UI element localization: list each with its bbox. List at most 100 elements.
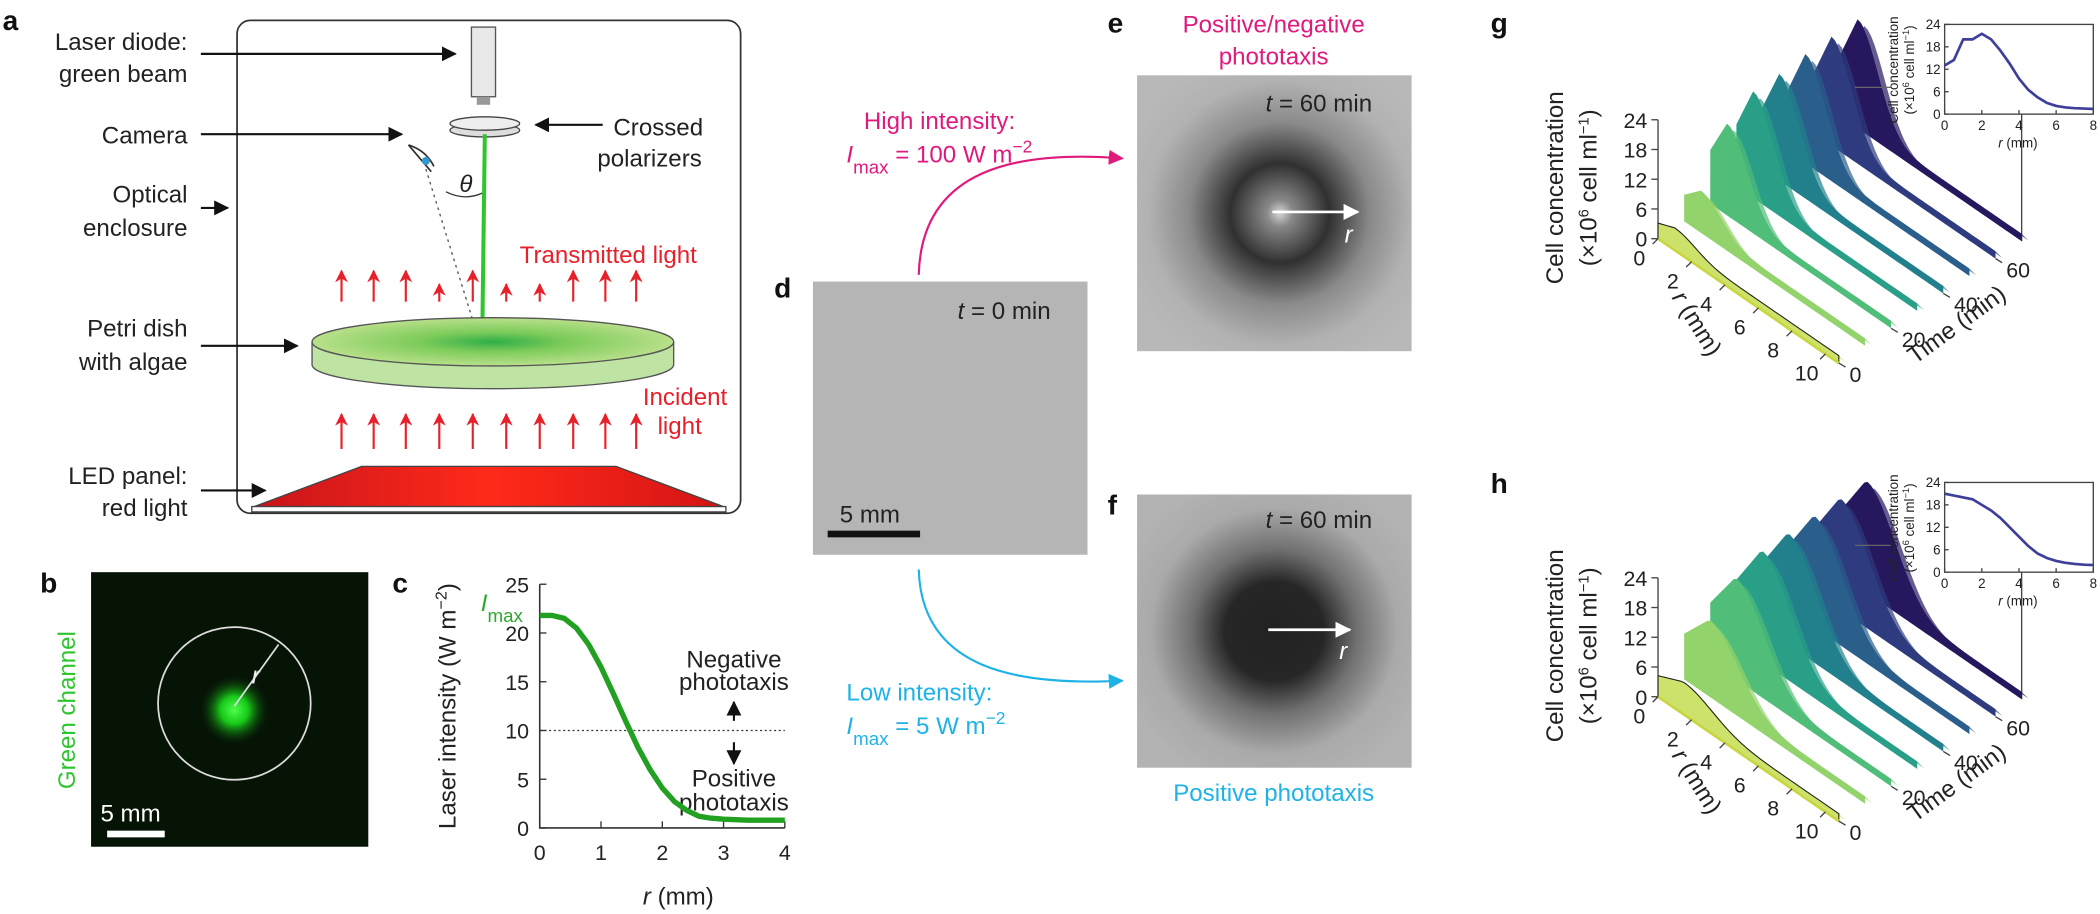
green-beam <box>480 134 487 346</box>
unit-part: cell ml <box>1575 592 1602 667</box>
z-axis-label: Cell concentration <box>1542 91 1569 284</box>
panel-label: f <box>1108 490 1118 521</box>
arrow <box>917 149 1124 275</box>
unit-part: cell ml <box>1902 40 1917 82</box>
scale-label: 5 mm <box>100 800 160 827</box>
inset-curve <box>1944 492 2094 567</box>
ribbon <box>1840 481 2022 700</box>
unit-part: ) <box>1902 25 1917 29</box>
inset-y-tick-label: 24 <box>1926 475 1941 490</box>
x-tick-label: 0 <box>534 841 546 865</box>
panel-label: e <box>1108 7 1124 38</box>
inset-y-label: Cell concentration <box>1886 16 1901 123</box>
label: with algae <box>78 349 188 376</box>
unit-part: 6 <box>1576 667 1592 675</box>
r-tick <box>1685 261 1692 268</box>
inset-curve <box>1943 32 2094 111</box>
t-tick-label: 0 <box>1850 821 1862 845</box>
tspan: −2 <box>986 708 1006 728</box>
circle <box>157 626 312 781</box>
tspan: I <box>846 713 853 740</box>
inset-x-tick-label: 8 <box>2090 118 2097 133</box>
r-tick-label: 2 <box>1667 270 1679 294</box>
z-axis-label: Cell concentration <box>1542 549 1569 742</box>
r-tick-label: 10 <box>1795 820 1819 844</box>
r-tick <box>1685 719 1692 726</box>
r-tick-label: 0 <box>1633 246 1645 270</box>
dish-top <box>311 317 675 367</box>
led-base <box>251 505 727 513</box>
t-tick <box>1995 258 2003 264</box>
r-tick-label: 0 <box>1633 705 1645 729</box>
label: red light <box>102 495 188 522</box>
r-var: r <box>1998 594 2003 609</box>
image <box>812 281 1088 555</box>
time-label: t = 60 min <box>1266 90 1372 117</box>
tspan: Laser intensity (W m <box>434 609 461 829</box>
z-tick-label: 18 <box>1624 597 1648 621</box>
t-tick-label: 20 <box>1902 786 1926 810</box>
unit-part: 6 <box>1576 209 1592 217</box>
tspan: −2 <box>432 591 450 609</box>
y-tick-label: 5 <box>517 768 529 792</box>
scale-label: 5 mm <box>840 502 900 529</box>
tspan: t <box>1266 507 1274 534</box>
label: Transmitted light <box>520 242 698 269</box>
unit-part: 6 <box>1901 82 1911 87</box>
ribbon <box>1814 499 1996 717</box>
condition-label: Low intensity: <box>846 680 992 707</box>
z-tick-label: 24 <box>1624 567 1648 591</box>
high-intensity-image: Positive/negative phototaxis t = 60 min … <box>1137 11 1412 352</box>
x-tick-label: 2 <box>656 841 668 865</box>
z-axis-unit: (×106 cell ml−1) <box>1575 109 1602 266</box>
r-axis-label: r (mm) <box>1666 745 1726 819</box>
scale-bar <box>827 530 921 538</box>
tspan: max <box>488 605 524 626</box>
r-tick <box>1819 353 1826 360</box>
r-axis <box>1657 237 1840 365</box>
tspan: −2 <box>1012 136 1032 156</box>
unit-part: 6 <box>1901 540 1911 545</box>
imax-label: Imax <box>481 590 524 625</box>
ribbon <box>1788 516 1970 735</box>
ribbon <box>1840 19 2022 242</box>
ribbon <box>1710 123 1892 329</box>
unit-part: ) <box>1575 567 1602 575</box>
image <box>1137 494 1412 768</box>
unit-part: −1 <box>1901 30 1911 41</box>
label: green beam <box>59 61 188 88</box>
condition-label: Imax = 5 W m−2 <box>846 708 1005 748</box>
time-label: t = 60 min <box>1266 507 1372 534</box>
y-tick-label: 15 <box>505 671 529 695</box>
r-tick-label: 2 <box>1667 728 1679 752</box>
light-arrows <box>335 269 643 449</box>
unit-part: ) <box>1575 109 1602 117</box>
inset-y-tick-label: 6 <box>1933 84 1940 99</box>
tspan: = 0 min <box>964 298 1050 325</box>
inset-x-tick-label: 6 <box>2052 576 2059 591</box>
r-tick <box>1652 238 1659 245</box>
unit-part: (×10 <box>1902 87 1917 114</box>
r-tick-label: 10 <box>1795 362 1819 386</box>
inset-y-unit: (×106 cell ml−1) <box>1901 483 1917 572</box>
inset-x-tick-label: 6 <box>2052 118 2059 133</box>
t-tick-label: 0 <box>1850 363 1862 387</box>
t-tick <box>1942 292 1951 299</box>
theta: θ <box>459 171 472 198</box>
unit-part: cell ml <box>1575 134 1602 209</box>
x-axis-label: r (mm) <box>643 883 714 910</box>
intensity-chart: Laser intensity (W m−2) r (mm) Imax Nega… <box>432 573 791 910</box>
intensity-curve <box>539 612 785 823</box>
annotation: phototaxis <box>679 790 789 817</box>
tspan: = 5 W m <box>889 713 986 740</box>
setup-diagram: θ Laser diode: green beam Camera Optical… <box>55 19 742 522</box>
r-tick <box>1719 742 1726 749</box>
r-unit: (mm) <box>1671 293 1727 361</box>
ribbon <box>1710 578 1892 787</box>
z-axis-unit: (×106 cell ml−1) <box>1575 567 1602 724</box>
x-tick-label: 4 <box>779 841 791 865</box>
arrow <box>917 569 1124 689</box>
r-axis-label: r (mm) <box>1666 286 1726 360</box>
time-label: t = 0 min <box>958 298 1051 325</box>
